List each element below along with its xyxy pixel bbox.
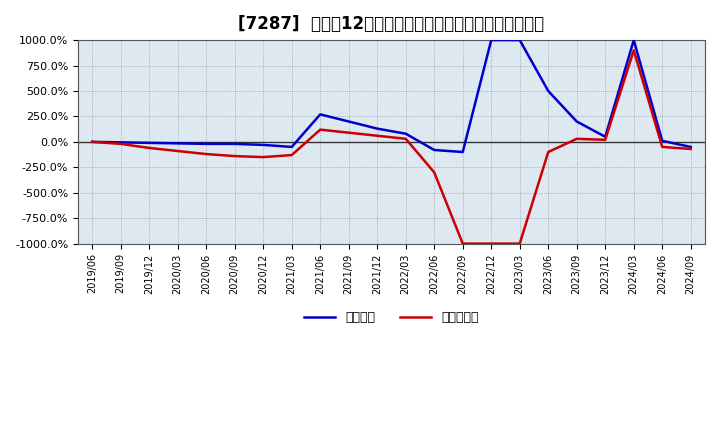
当期純利益 [117,141,125,147]
経常利益 [259,142,268,147]
当期純利益 [230,154,239,159]
経常利益 [117,140,125,145]
経常利益 [344,119,353,124]
当期純利益 [287,152,296,158]
経常利益 [373,126,382,131]
当期純利益 [658,144,667,150]
経常利益 [601,134,610,139]
Title: [7287]  利益の12か月移動合計の対前年同期増減率の推移: [7287] 利益の12か月移動合計の対前年同期増減率の推移 [238,15,544,33]
当期純利益 [572,136,581,141]
経常利益 [629,37,638,43]
当期純利益 [174,148,182,154]
経常利益 [287,144,296,150]
経常利益 [174,141,182,146]
当期純利益 [373,133,382,139]
当期純利益 [402,136,410,141]
当期純利益 [686,147,695,152]
当期純利益 [516,241,524,246]
当期純利益 [629,48,638,53]
Legend: 経常利益, 当期純利益: 経常利益, 当期純利益 [299,306,484,329]
経常利益 [686,144,695,150]
当期純利益 [544,150,552,155]
Line: 経常利益: 経常利益 [92,40,690,152]
経常利益 [88,139,96,144]
当期純利益 [316,127,325,132]
経常利益 [402,131,410,136]
当期純利益 [88,139,96,144]
Line: 当期純利益: 当期純利益 [92,50,690,244]
当期純利益 [259,154,268,160]
経常利益 [658,138,667,143]
経常利益 [202,141,210,147]
経常利益 [316,112,325,117]
当期純利益 [202,151,210,157]
経常利益 [430,147,438,153]
当期純利益 [487,241,495,246]
経常利益 [572,119,581,124]
経常利益 [516,37,524,43]
経常利益 [487,37,495,43]
経常利益 [145,140,153,146]
当期純利益 [430,170,438,175]
経常利益 [544,88,552,94]
当期純利益 [459,241,467,246]
当期純利益 [344,130,353,136]
当期純利益 [601,137,610,143]
当期純利益 [145,145,153,150]
経常利益 [230,141,239,147]
経常利益 [459,150,467,155]
